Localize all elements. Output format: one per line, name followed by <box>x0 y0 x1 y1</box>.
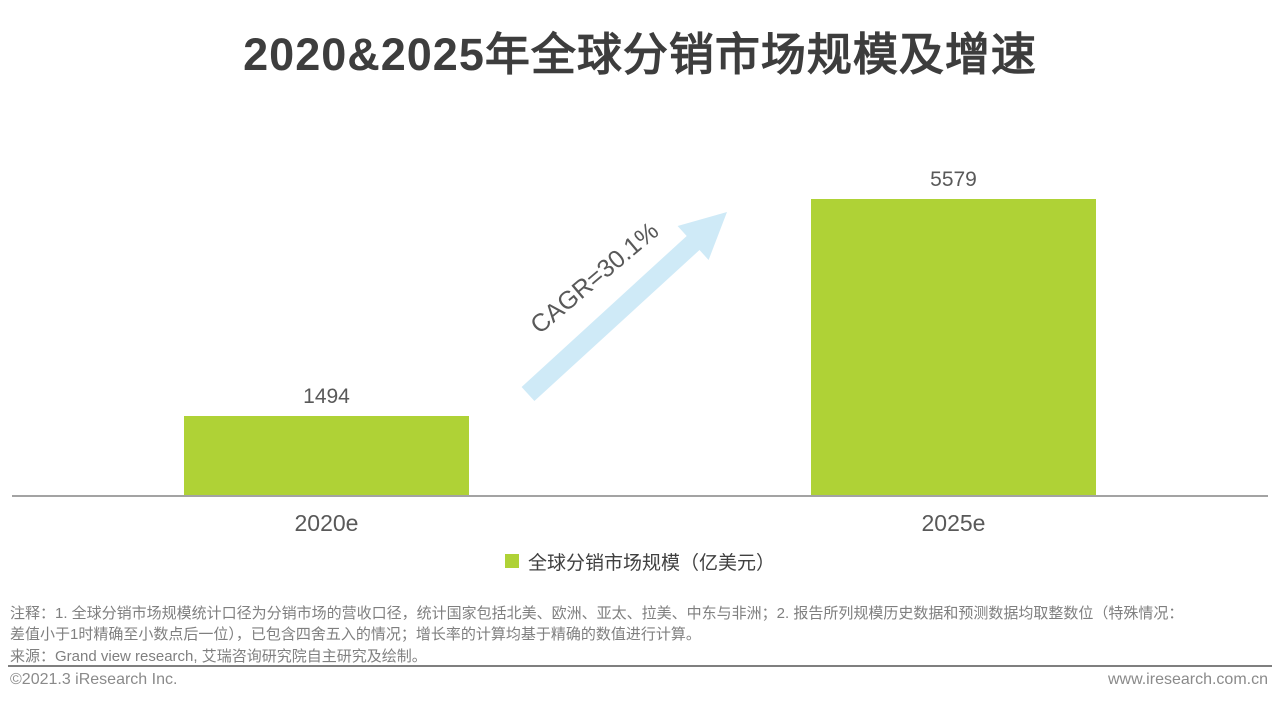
footnote-line: 差值小于1时精确至小数点后一位），已包含四舍五入的情况；增长率的计算均基于精确的… <box>10 626 701 643</box>
growth-arrow-icon <box>521 212 727 401</box>
footer-divider <box>8 665 1272 667</box>
x-axis-labels: 2020e 2025e <box>0 510 1280 540</box>
value-label: 5579 <box>930 167 977 191</box>
legend-label: 全球分销市场规模（亿美元） <box>527 552 775 574</box>
legend-swatch-icon <box>504 554 519 568</box>
page-title: 2020&2025年全球分销市场规模及增速 <box>243 29 1037 80</box>
bar <box>811 199 1096 496</box>
x-axis-line <box>12 495 1268 497</box>
source-line: 来源：Grand view research, 艾瑞咨询研究院自主研究及绘制。 <box>10 648 427 665</box>
footer-copyright: ©2021.3 iResearch Inc. <box>10 671 178 688</box>
footnotes: 注释：1. 全球分销市场规模统计口径为分销市场的营收口径，统计国家包括北美、欧洲… <box>10 603 1272 645</box>
bar <box>184 416 469 496</box>
footer-website: www.iresearch.com.cn <box>1107 671 1268 688</box>
category-label: 2020e <box>294 510 359 536</box>
value-label: 1494 <box>303 384 350 408</box>
category-label: 2025e <box>921 510 986 536</box>
footnote-line: 注释：1. 全球分销市场规模统计口径为分销市场的营收口径，统计国家包括北美、欧洲… <box>10 605 1184 622</box>
chart-legend: 全球分销市场规模（亿美元） <box>0 548 1280 574</box>
bar-group-2020e: 1494 <box>184 385 469 496</box>
chart-area: 1494 5579 <box>184 168 1096 496</box>
bar-group-2025e: 5579 <box>811 168 1096 496</box>
